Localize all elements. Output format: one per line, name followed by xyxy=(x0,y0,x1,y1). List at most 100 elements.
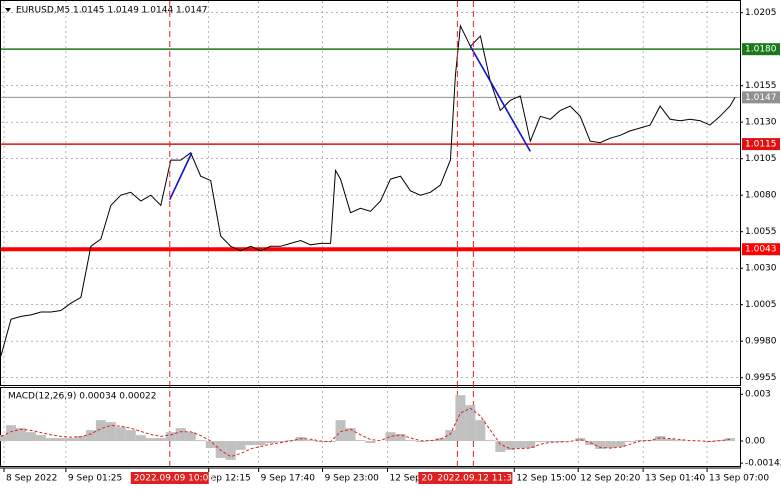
macd-bar xyxy=(55,438,66,442)
macd-bar xyxy=(195,440,206,442)
level-label: 1.0180 xyxy=(745,45,777,55)
macd-bar xyxy=(455,395,466,442)
macd-bar xyxy=(75,436,86,442)
level-tag xyxy=(742,138,780,151)
y-tick-label: 1.0055 xyxy=(745,227,777,237)
price-frame xyxy=(0,0,741,386)
macd-bar xyxy=(395,434,406,442)
y-tick-label: -0.00142 xyxy=(745,459,781,469)
macd-bar xyxy=(225,441,236,460)
time-tag xyxy=(434,472,513,484)
y-tick-label: 0.00 xyxy=(745,437,765,447)
trend-line xyxy=(469,45,531,152)
macd-bar xyxy=(545,441,556,442)
x-tick-label: 13 Sep 01:40 xyxy=(645,474,705,484)
macd-bar xyxy=(125,430,136,442)
macd-bar xyxy=(665,439,676,442)
x-tick-label: 12 Sep xyxy=(389,474,421,484)
x-tick-label: 12 Sep 15:00 xyxy=(516,474,576,484)
macd-bar xyxy=(415,441,426,442)
x-tick-label: 9 Sep 17:40 xyxy=(261,474,316,484)
macd-bar xyxy=(135,435,146,442)
x-tick-label: 9 Sep 23:00 xyxy=(325,474,380,484)
macd-bar xyxy=(0,435,6,442)
macd-bar xyxy=(655,436,666,442)
trend-line xyxy=(169,152,193,200)
y-tick-label: 0.003 xyxy=(745,390,771,400)
x-tick-label: 8 Sep 2022 xyxy=(6,474,57,484)
macd-bar xyxy=(175,428,186,442)
macd-bar xyxy=(495,441,506,452)
macd-bar xyxy=(575,438,586,442)
y-tick-label: 1.0205 xyxy=(745,8,777,18)
macd-bar xyxy=(315,441,326,442)
macd-bar xyxy=(435,438,446,442)
time-tag-label: 20 xyxy=(421,474,433,484)
y-tick-label: 1.0005 xyxy=(745,300,777,310)
dropdown-icon[interactable] xyxy=(5,8,11,12)
time-tag xyxy=(130,472,209,484)
macd-bar xyxy=(145,438,156,442)
macd-bar xyxy=(365,441,376,444)
y-tick-label: 1.0105 xyxy=(745,154,777,164)
macd-bar xyxy=(155,438,166,442)
macd-bar xyxy=(405,440,416,442)
macd-bar xyxy=(465,405,476,442)
macd-bar xyxy=(305,440,316,442)
y-tick-label: 0.9980 xyxy=(745,337,777,347)
time-tag-label: 2022.09.09 10:05 xyxy=(134,474,214,484)
macd-bar xyxy=(105,422,116,442)
macd-bar xyxy=(525,441,536,449)
macd-bar xyxy=(5,425,16,442)
macd-bar xyxy=(165,432,176,442)
macd-bar xyxy=(255,441,266,446)
macd-bar xyxy=(95,420,106,442)
y-tick-label: 1.0030 xyxy=(745,264,777,274)
macd-bar xyxy=(535,441,546,442)
macd-bar xyxy=(675,440,686,442)
y-tick-label: 1.0080 xyxy=(745,191,777,201)
macd-bar xyxy=(335,420,346,442)
macd-bar xyxy=(625,441,636,442)
x-tick-label: 13 Sep 07:00 xyxy=(709,474,769,484)
x-tick-label: 9 Sep 01:25 xyxy=(68,474,122,484)
macd-bar xyxy=(505,441,516,450)
level-label: 1.0043 xyxy=(745,245,777,255)
macd-bar xyxy=(185,432,196,442)
level-tag xyxy=(742,243,780,256)
macd-frame xyxy=(0,387,741,467)
macd-bar xyxy=(205,441,216,449)
macd-bar xyxy=(445,430,456,442)
y-tick-label: 1.0130 xyxy=(745,118,777,128)
macd-bar xyxy=(555,441,566,442)
price-line xyxy=(0,24,736,356)
level-label: 1.0115 xyxy=(745,140,777,150)
macd-bar xyxy=(215,441,226,459)
macd-bar xyxy=(275,441,286,442)
level-tag xyxy=(742,43,780,56)
macd-bar xyxy=(355,440,366,442)
level-label: 1.0147 xyxy=(745,93,777,103)
y-tick-label: 0.9955 xyxy=(745,373,777,383)
macd-bar xyxy=(605,441,616,449)
macd-bar xyxy=(115,427,126,442)
macd-bar xyxy=(385,432,396,442)
macd-bar xyxy=(515,441,526,449)
macd-bar xyxy=(45,438,56,442)
macd-bar xyxy=(475,420,486,442)
macd-bar xyxy=(25,432,36,442)
macd-bar xyxy=(85,430,96,442)
symbol-header: EURUSD,M5 1.0145 1.0149 1.0144 1.0147 xyxy=(16,6,208,16)
x-tick-label: 12 Sep 20:20 xyxy=(580,474,640,484)
macd-bar xyxy=(485,440,496,442)
macd-bar xyxy=(35,435,46,442)
macd-bar xyxy=(595,441,606,449)
macd-bar xyxy=(615,441,626,447)
time-tag-label: 2022.09.12 11:30 xyxy=(437,474,518,484)
macd-bar xyxy=(245,441,256,446)
macd-bar xyxy=(425,440,436,442)
y-tick-label: 1.0155 xyxy=(745,81,777,91)
